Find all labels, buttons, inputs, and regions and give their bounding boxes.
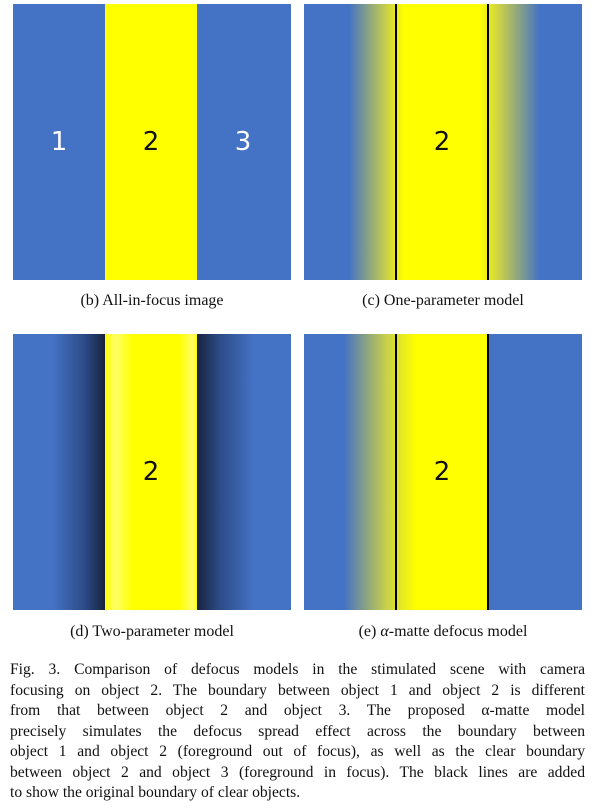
caption-line: object 1 and object 2 (foreground out of… — [10, 743, 585, 760]
figure-caption: Fig. 3. Comparison of defocus models in … — [10, 660, 585, 804]
caption-line: from that between object 2 and object 3.… — [10, 702, 585, 719]
boundary-line-left — [395, 4, 397, 280]
caption-line: precisely simulates the defocus spread e… — [10, 722, 585, 740]
caption-panel-b: (b) All-in-focus image — [80, 292, 224, 309]
boundary-line-right — [487, 334, 489, 610]
object-2-band — [105, 4, 197, 280]
caption-panel-e: (e) α-matte defocus model — [304, 623, 582, 641]
caption-line: Fig. 3. Comparison of defocus models in … — [10, 661, 585, 678]
panel-two-parameter: 2 — [13, 334, 291, 610]
boundary-line-right — [487, 4, 489, 280]
caption-line: between object 2 and object 3 (foregroun… — [10, 763, 585, 781]
caption-prefix: (e) — [358, 623, 381, 640]
caption-panel-c: (c) One-parameter model — [362, 292, 524, 309]
boundary-line-left — [395, 334, 397, 610]
object-3-label: 3 — [234, 127, 252, 157]
panel-alpha-matte: 2 — [304, 334, 582, 610]
caption-panel-d: (d) Two-parameter model — [70, 623, 234, 640]
object-2-label: 2 — [142, 457, 160, 487]
caption-line: to show the original boundary of clear o… — [10, 784, 301, 801]
object-2-label: 2 — [142, 127, 160, 157]
caption-line: focusing on object 2. The boundary betwe… — [10, 681, 585, 699]
panel-one-parameter: 2 — [304, 4, 582, 280]
caption-suffix: -matte defocus model — [388, 623, 528, 640]
object-1-label: 1 — [50, 127, 68, 157]
object-2-label: 2 — [433, 457, 451, 487]
panel-all-in-focus: 1 2 3 — [13, 4, 291, 280]
object-2-label: 2 — [433, 127, 451, 157]
alpha-symbol: α — [380, 623, 389, 640]
